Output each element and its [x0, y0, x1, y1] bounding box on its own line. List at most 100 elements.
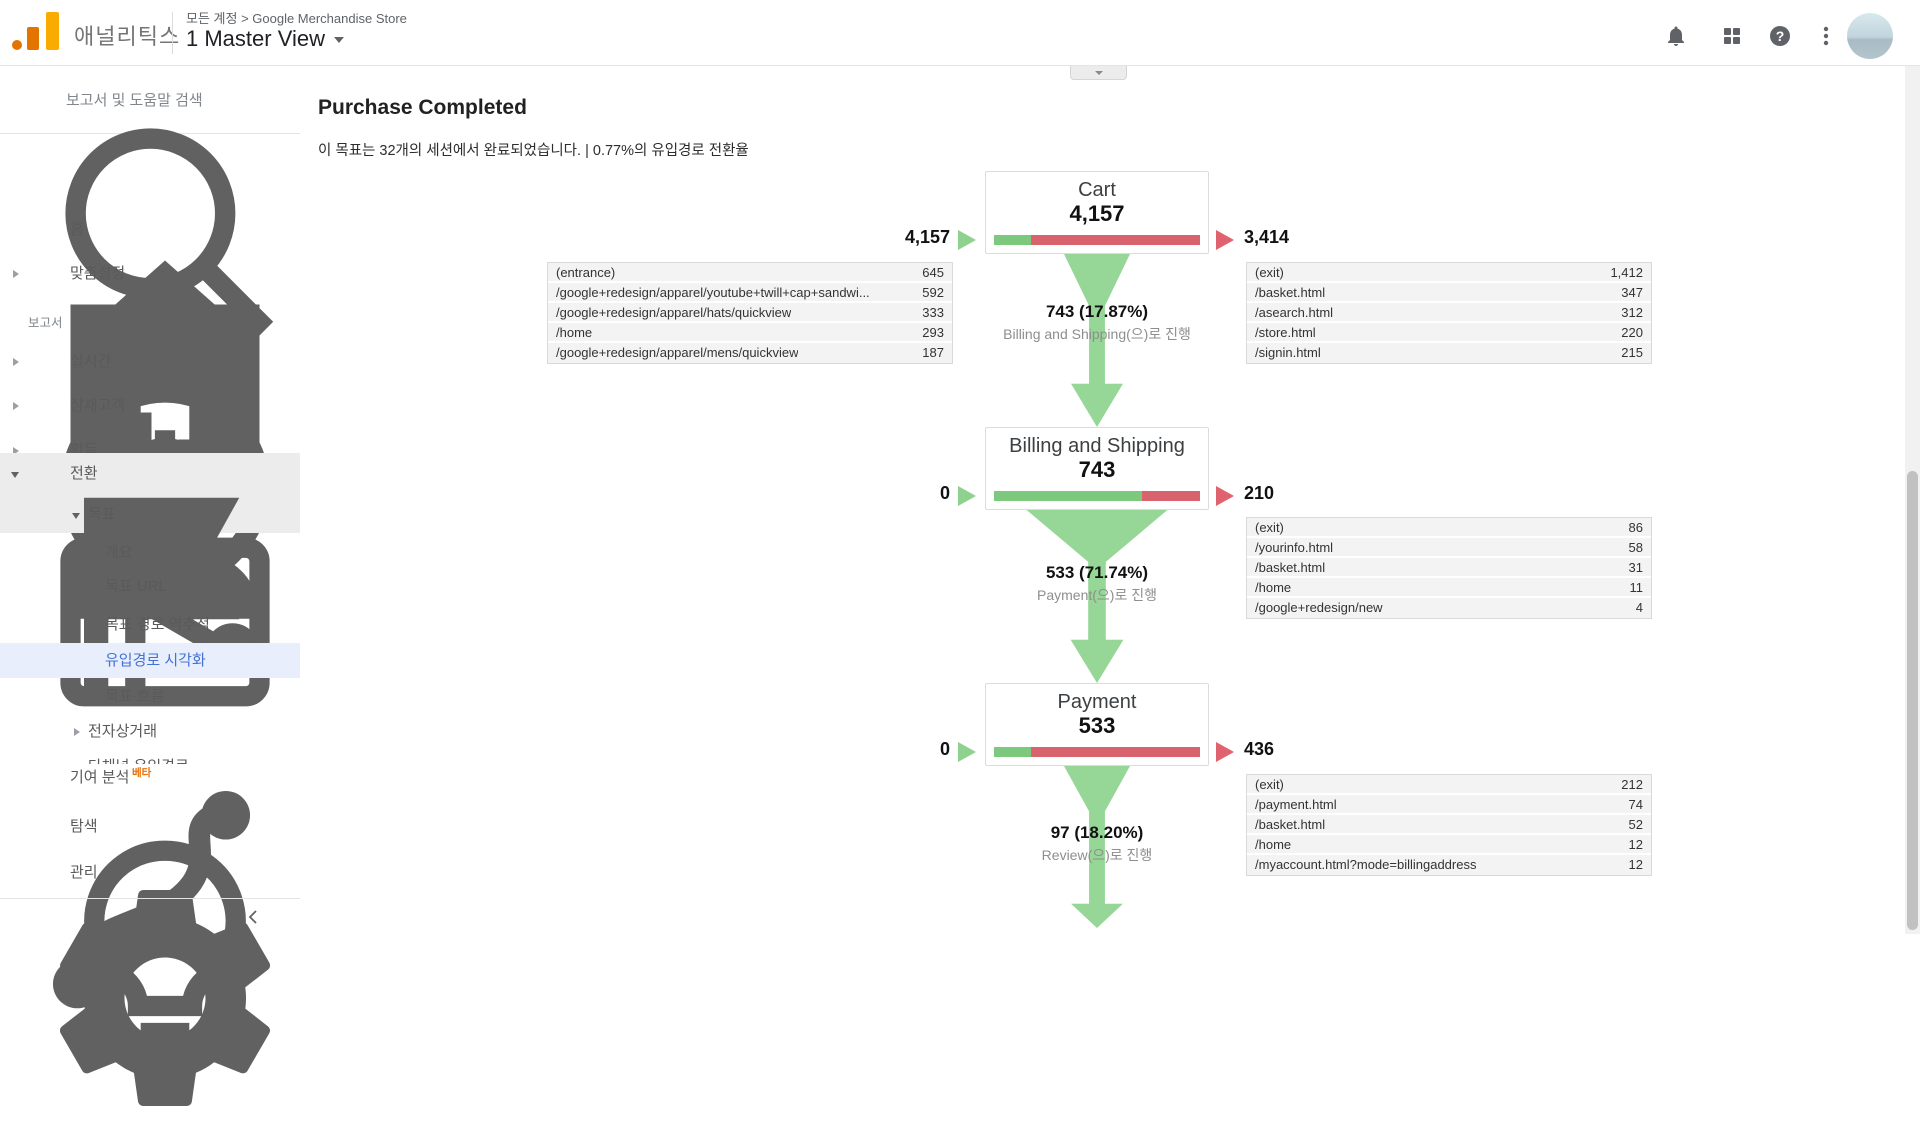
flag-icon [84, 497, 240, 701]
sidebar-item-goal-flow[interactable]: 목표 흐름 [0, 682, 300, 712]
count-cell: 293 [922, 325, 944, 340]
step-progress-bar [994, 491, 1200, 501]
sidebar-item-discover[interactable]: 탐색 [0, 812, 300, 1071]
page-cell: /google+redesign/new [1255, 600, 1383, 615]
sidebar-item-audience[interactable]: 잠재고객 [0, 391, 300, 619]
page-cell: /home [1255, 580, 1292, 595]
table-row: /asearch.html 312 [1247, 303, 1651, 323]
count-cell: 212 [1621, 777, 1643, 792]
count-cell: 592 [922, 285, 944, 300]
entrance-table: (entrance) 645 /google+redesign/apparel/y… [547, 262, 953, 364]
entrance-arrow-icon [958, 230, 976, 250]
step-entrance-count: 0 [939, 483, 950, 503]
step-value: 743 [1078, 457, 1116, 482]
funnel-step-cart: Cart 4,157 [985, 171, 1209, 254]
proceed-destination: Payment(으)로 진행 [1037, 587, 1157, 603]
view-selector[interactable]: 1 Master View [186, 26, 344, 52]
table-row: /home 12 [1247, 835, 1651, 855]
scrollbar-track[interactable] [1905, 66, 1920, 934]
step-name: Billing and Shipping [1009, 435, 1185, 457]
proceed-destination: Review(으)로 진행 [1041, 847, 1153, 863]
page-cell: /google+redesign/apparel/hats/quickview [556, 305, 792, 320]
sidebar-item-home[interactable]: 홈 [0, 215, 300, 450]
table-row: /google+redesign/apparel/hats/quickview 3… [548, 303, 952, 323]
table-row: /myaccount.html?mode=billingaddress 12 [1247, 855, 1651, 875]
exit-table: (exit) 1,412 /basket.html 347 /asearch.htm… [1246, 262, 1652, 364]
sidebar-item-attribution[interactable]: 기여 분석 베타 [0, 763, 300, 1009]
page-cell: /payment.html [1255, 797, 1337, 812]
scrollbar-thumb[interactable] [1907, 471, 1918, 930]
sidebar-item-label: 기여 분석 [70, 769, 130, 786]
table-row: /home 293 [548, 323, 952, 343]
count-cell: 347 [1621, 285, 1643, 300]
sidebar-item-goal-urls[interactable]: 목표 URL [0, 572, 300, 602]
view-name: 1 Master View [186, 26, 325, 51]
panel-toggle-handle[interactable] [1070, 66, 1127, 80]
proceed-count: 743 (17.87%) [1045, 302, 1149, 321]
count-cell: 86 [1628, 520, 1643, 535]
step-entrance-count: 0 [939, 739, 950, 759]
count-cell: 11 [1629, 580, 1644, 595]
table-row: (exit) 1,412 [1247, 263, 1651, 283]
sidebar-item-label: 개요 [105, 544, 133, 561]
table-row: /signin.html 215 [1247, 343, 1651, 363]
sidebar-item-label: 다채널 유입경로 [88, 755, 189, 764]
exit-table: (exit) 212 /payment.html 74 /basket.html 52… [1246, 774, 1652, 876]
table-row: (entrance) 645 [548, 263, 952, 283]
chevron-right-icon [13, 402, 19, 410]
search-input[interactable] [66, 87, 276, 113]
chevron-down-icon [72, 513, 80, 519]
search-bar[interactable] [0, 67, 300, 337]
collapse-sidebar-icon[interactable] [244, 907, 264, 927]
page-cell: (exit) [1255, 265, 1284, 280]
breadcrumb[interactable]: 모든 계정 > Google Merchandise Store [186, 11, 407, 26]
sidebar-item-label: 전자상거래 [88, 723, 158, 740]
apps-grid-icon[interactable] [1720, 24, 1744, 48]
page-cell: /signin.html [1255, 345, 1321, 360]
table-row: /google+redesign/apparel/youtube+twill+c… [548, 283, 952, 303]
entrance-arrow-icon [958, 486, 976, 506]
step-progress-bar [994, 747, 1200, 757]
table-row: /basket.html 347 [1247, 283, 1651, 303]
sidebar-item-clipped[interactable]: 다채널 유입경로 [0, 755, 300, 764]
funnel-step-billing: Billing and Shipping 743 [985, 427, 1209, 510]
count-cell: 312 [1621, 305, 1643, 320]
proceed-count: 533 (71.74%) [1045, 563, 1149, 582]
sidebar-item-goals[interactable]: 목표 [0, 500, 300, 530]
page-cell: /yourinfo.html [1255, 540, 1334, 555]
step-exit-count: 210 [1244, 483, 1275, 503]
sidebar-item-admin[interactable]: 관리 [0, 858, 300, 1106]
header-divider [172, 12, 173, 54]
sidebar-item-ecommerce[interactable]: 전자상거래 [0, 717, 300, 747]
count-cell: 12 [1628, 857, 1643, 872]
proceed-summary: 97 (18.20%) Review(으)로 진행 [937, 823, 1257, 865]
table-row: /store.html 220 [1247, 323, 1651, 343]
sidebar-item-goal-overview[interactable]: 개요 [0, 538, 300, 568]
sidebar-item-conversions[interactable]: 전환 [0, 459, 300, 701]
count-cell: 52 [1628, 817, 1643, 832]
notifications-bell-icon[interactable] [1664, 24, 1688, 48]
proceed-count: 97 (18.20%) [1050, 823, 1144, 842]
page-cell: (exit) [1255, 777, 1284, 792]
table-row: /yourinfo.html 58 [1247, 538, 1651, 558]
page-cell: /google+redesign/apparel/mens/quickview [556, 345, 799, 360]
page-cell: /store.html [1255, 325, 1316, 340]
more-vertical-icon[interactable] [1814, 24, 1838, 48]
avatar[interactable] [1847, 13, 1893, 59]
app-title: 애널리틱스 [74, 24, 181, 49]
sidebar-item-realtime[interactable]: 실시간 [0, 347, 300, 592]
table-row: /basket.html 31 [1247, 558, 1651, 578]
page-subtitle: 이 목표는 32개의 세션에서 완료되었습니다. | 0.77%의 유입경로 전… [318, 143, 749, 159]
sidebar-item-customization[interactable]: 맞춤설정 [0, 259, 300, 494]
table-row: /payment.html 74 [1247, 795, 1651, 815]
app-header: 애널리틱스 모든 계정 > Google Merchandise Store 1… [0, 0, 1920, 66]
help-icon[interactable]: ? [1768, 24, 1792, 48]
sidebar-item-label: 목표 URL [105, 578, 167, 595]
proceed-summary: 533 (71.74%) Payment(으)로 진행 [937, 563, 1257, 605]
chevron-right-icon [13, 447, 19, 455]
exit-arrow-icon [1216, 742, 1234, 762]
count-cell: 220 [1621, 325, 1643, 340]
sidebar-item-funnel-visualization-selected[interactable]: 유입경로 시각화 [0, 643, 300, 678]
sidebar-item-reverse-goal-path[interactable]: 목표 경로 역추적 [0, 610, 300, 640]
count-cell: 58 [1628, 540, 1643, 555]
